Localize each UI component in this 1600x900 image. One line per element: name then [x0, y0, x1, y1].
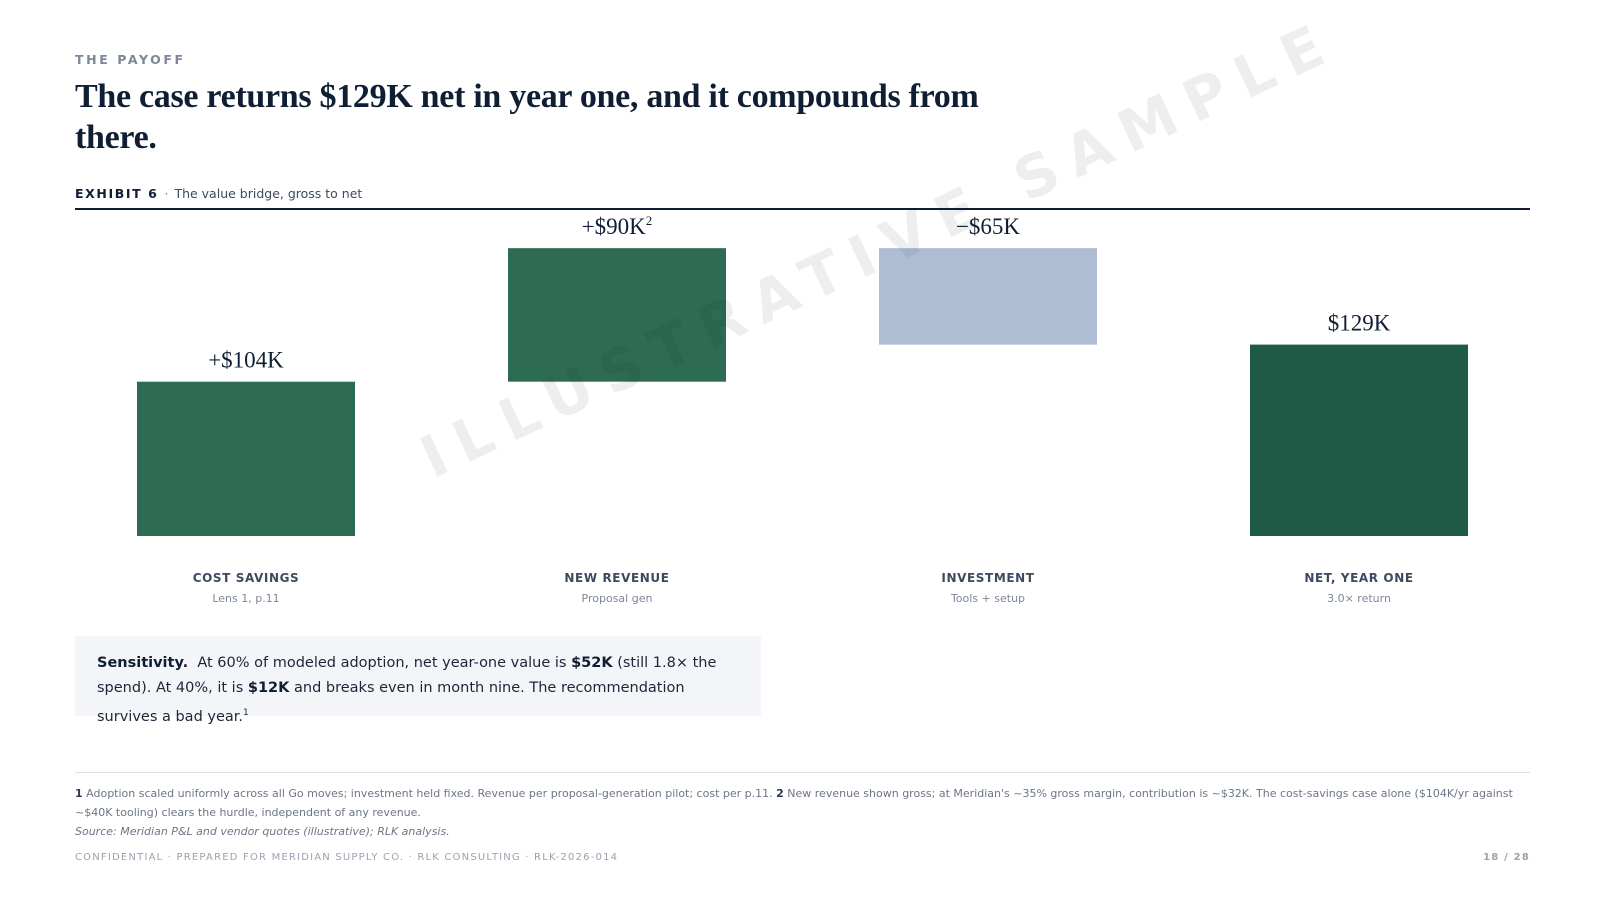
- page-number: 18 / 28: [1483, 852, 1530, 863]
- page-footer: CONFIDENTIAL · PREPARED FOR MERIDIAN SUP…: [75, 852, 1530, 863]
- eyebrow: THE PAYOFF: [75, 52, 186, 67]
- bar-1: [137, 381, 355, 536]
- page-title: The case returns $129K net in year one, …: [75, 78, 979, 156]
- category-sublabel-4: 3.0× return: [1327, 592, 1391, 605]
- footnote-1-number: 1: [75, 787, 83, 800]
- category-sublabel-1: Lens 1, p.11: [212, 592, 279, 605]
- exhibit-separator: ·: [164, 186, 169, 201]
- footnotes: 1 Adoption scaled uniformly across all G…: [75, 784, 1530, 841]
- bar-2: [508, 248, 726, 382]
- category-sublabel-2: Proposal gen: [582, 592, 653, 605]
- category-sublabel-3: Tools + setup: [950, 592, 1025, 605]
- bar-3: [879, 248, 1097, 345]
- footnote-1: Adoption scaled uniformly across all Go …: [86, 787, 773, 800]
- footnote-2: New revenue shown gross; at Meridian's ~…: [75, 787, 1513, 819]
- footnote-2-number: 2: [776, 787, 784, 800]
- exhibit-label: EXHIBIT 6: [75, 186, 159, 201]
- sensitivity-callout: Sensitivity. At 60% of modeled adoption,…: [75, 636, 761, 725]
- callout-lead: Sensitivity.: [97, 655, 189, 671]
- footnote-rule: [75, 772, 1530, 773]
- data-label-3: −$65K: [956, 214, 1020, 239]
- category-label-2: NEW REVENUE: [564, 571, 669, 585]
- source-note: Source: Meridian P&L and vendor quotes (…: [75, 825, 450, 838]
- bar-4: [1250, 344, 1468, 536]
- callout-text-3: and breaks even in month nine. The recom…: [97, 680, 685, 725]
- footnote-mark-2: 2: [646, 213, 653, 228]
- callout-footnote-mark: 1: [243, 708, 249, 718]
- callout-value-1: $52K: [571, 655, 613, 671]
- confidential-note: CONFIDENTIAL · PREPARED FOR MERIDIAN SUP…: [75, 852, 619, 863]
- exhibit-rule: [75, 208, 1530, 210]
- data-label-4: $129K: [1328, 311, 1391, 336]
- category-label-4: NET, YEAR ONE: [1304, 571, 1413, 585]
- exhibit-header: EXHIBIT 6 · The value bridge, gross to net: [75, 186, 362, 201]
- data-label-2: +$90K2: [582, 213, 653, 239]
- exhibit-title: The value bridge, gross to net: [174, 186, 363, 201]
- data-label-1: +$104K: [208, 348, 284, 373]
- category-label-1: COST SAVINGS: [193, 571, 300, 585]
- callout-text-1: At 60% of modeled adoption, net year-one…: [197, 655, 567, 671]
- waterfall-chart: +$104K COST SAVINGS Lens 1, p.11 +$90K2 NEW …: [137, 213, 1468, 605]
- category-label-3: INVESTMENT: [941, 571, 1034, 585]
- callout-value-2: $12K: [247, 680, 290, 696]
- callout-text-2: (still 1.8× the spend). At 40%, it is: [97, 655, 717, 696]
